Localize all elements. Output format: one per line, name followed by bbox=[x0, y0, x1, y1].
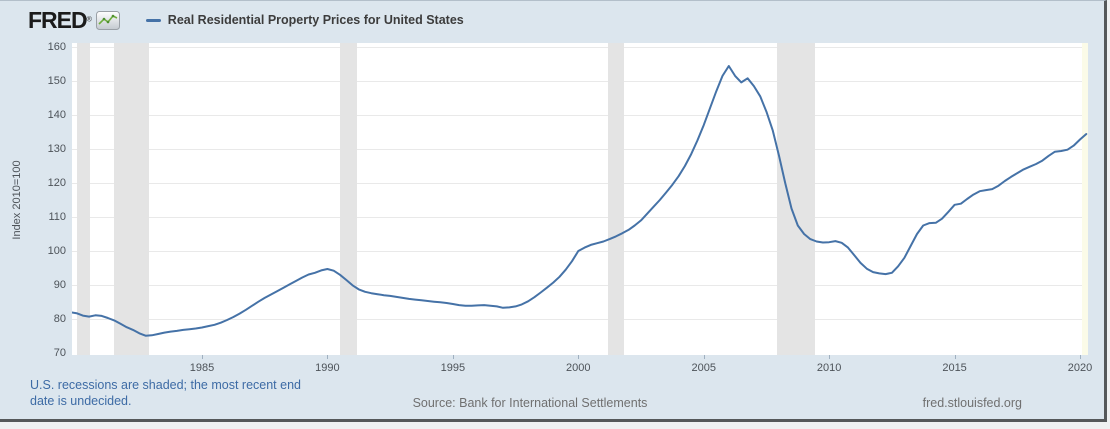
x-tick bbox=[578, 355, 580, 359]
y-tick-label: 130 bbox=[47, 143, 66, 155]
fred-logo-text: FRED bbox=[28, 6, 88, 33]
y-tick-label: 100 bbox=[47, 245, 66, 257]
y-tick-label: 160 bbox=[47, 41, 66, 53]
series-title: Real Residential Property Prices for Uni… bbox=[167, 13, 464, 27]
ongoing-recession-band bbox=[1082, 43, 1088, 355]
gridline bbox=[72, 115, 1088, 116]
y-tick-label: 140 bbox=[47, 109, 66, 121]
x-tick bbox=[954, 355, 956, 359]
x-tick bbox=[202, 355, 203, 359]
recession-band bbox=[114, 43, 149, 355]
price-line bbox=[72, 65, 1088, 337]
y-tick-label: 110 bbox=[48, 211, 66, 223]
recession-band bbox=[776, 43, 815, 355]
gridline bbox=[72, 217, 1088, 218]
gridline bbox=[72, 149, 1088, 150]
source-text: Source: Bank for International Settlemen… bbox=[412, 396, 648, 410]
recession-note: U.S. recessions are shaded; the most rec… bbox=[30, 378, 301, 408]
x-tick-label: 1995 bbox=[440, 362, 466, 374]
y-tick-label: 90 bbox=[53, 279, 66, 291]
site-link[interactable]: fred.stlouisfed.org bbox=[922, 396, 1022, 410]
y-tick-label: 150 bbox=[47, 75, 66, 87]
x-tick-label: 2020 bbox=[1067, 362, 1093, 374]
y-tick-label: 70 bbox=[53, 347, 66, 359]
fred-logo[interactable]: FRED® bbox=[28, 7, 92, 34]
x-tick-label: 1985 bbox=[189, 362, 215, 374]
gridline bbox=[72, 81, 1088, 82]
y-tick-label: 120 bbox=[47, 177, 66, 189]
x-tick bbox=[829, 355, 831, 359]
x-tick-label: 2000 bbox=[566, 362, 591, 374]
gridline bbox=[72, 183, 1088, 184]
series-line-swatch bbox=[145, 18, 161, 22]
x-tick-label: 2005 bbox=[691, 362, 716, 374]
gridline bbox=[72, 47, 1088, 48]
recession-band bbox=[76, 43, 91, 355]
chart-header: FRED® Real Residential Property Prices f… bbox=[28, 6, 464, 34]
gridline bbox=[72, 319, 1088, 320]
x-tick bbox=[327, 355, 329, 359]
recession-band bbox=[607, 43, 625, 355]
registered-mark: ® bbox=[86, 16, 92, 24]
x-tick bbox=[1080, 355, 1081, 359]
gridline bbox=[72, 251, 1088, 252]
fred-sparkline-icon bbox=[95, 10, 120, 30]
x-tick-label: 2015 bbox=[942, 362, 967, 374]
x-tick bbox=[703, 355, 705, 359]
chart-legend: Real Residential Property Prices for Uni… bbox=[145, 13, 464, 27]
y-tick-label: 80 bbox=[53, 313, 66, 325]
gridline bbox=[72, 285, 1088, 286]
plot-area[interactable] bbox=[72, 43, 1088, 355]
x-tick-label: 1990 bbox=[315, 362, 340, 374]
x-tick bbox=[452, 355, 454, 359]
x-tick-label: 2010 bbox=[816, 362, 842, 374]
